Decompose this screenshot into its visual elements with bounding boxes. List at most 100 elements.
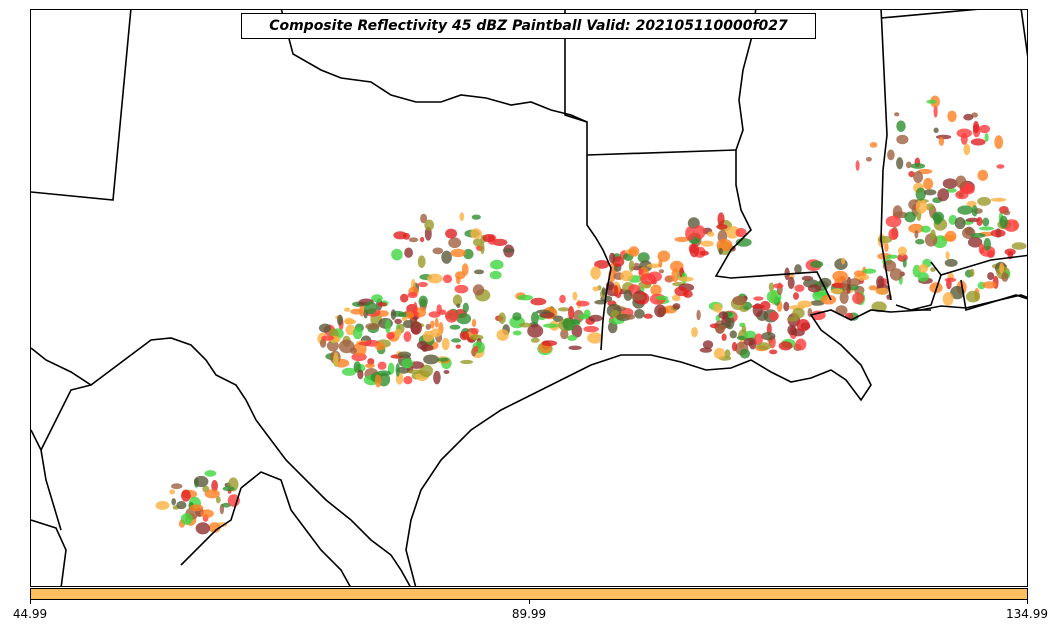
paintball-blob (456, 303, 461, 308)
paintball-blob (876, 275, 885, 290)
paintball-blob (344, 317, 355, 325)
paintball-blob (925, 203, 935, 211)
paintball-blob (739, 348, 751, 359)
paintball-blob (982, 217, 990, 227)
paintball-blob (463, 248, 474, 260)
paintball-blob (978, 243, 985, 255)
paintball-blob (404, 247, 413, 258)
paintball-blob (930, 229, 936, 241)
paintball-blob (338, 339, 355, 354)
paintball-blob (918, 264, 929, 273)
paintball-blob (536, 309, 551, 314)
paintball-blob (778, 341, 793, 351)
paintball-blob (810, 260, 824, 268)
paintball-blob (434, 317, 439, 328)
paintball-blob (408, 237, 419, 243)
paintball-blob (996, 164, 1005, 169)
paintball-blob (628, 246, 640, 257)
paintball-blob (794, 264, 802, 275)
paintball-blob (637, 252, 650, 263)
paintball-blob (977, 196, 991, 206)
paintball-blob (374, 373, 382, 388)
paintball-blob (469, 334, 484, 341)
paintball-blob (1001, 272, 1009, 282)
paintball-blob (887, 149, 895, 161)
paintball-blob (557, 307, 570, 312)
paintball-blob (832, 270, 848, 282)
paintball-blob (724, 349, 731, 359)
paintball-blob (625, 314, 636, 320)
paintball-blob (970, 138, 986, 146)
paintball-blob (854, 270, 864, 277)
state-border (586, 149, 737, 156)
paintball-blob (451, 338, 462, 343)
paintball-blob (917, 272, 929, 282)
colorbar-tick-label: 134.99 (1006, 607, 1048, 621)
paintball-blob (445, 309, 459, 323)
paintball-blob (761, 332, 776, 341)
paintball-blob (795, 338, 807, 351)
paintball-blob (473, 345, 479, 353)
paintball-blob (401, 358, 414, 369)
paintball-blob (956, 128, 972, 138)
paintball-blob (397, 351, 412, 359)
paintball-blob (377, 361, 387, 370)
paintball-blob (489, 270, 502, 280)
paintball-blob (609, 252, 616, 264)
paintball-blob (423, 354, 439, 365)
paintball-blob (169, 489, 176, 495)
paintball-blob (445, 228, 458, 239)
paintball-blob (211, 480, 219, 492)
paintball-blob (407, 292, 418, 299)
paintball-blob (337, 314, 343, 326)
paintball-blob (930, 267, 936, 272)
paintball-blob (756, 342, 772, 350)
paintball-blob (437, 357, 449, 362)
paintball-blob (512, 312, 522, 321)
paintball-blob (420, 213, 428, 224)
paintball-blob (984, 133, 989, 142)
paintball-blob (944, 230, 957, 242)
paintball-blob (896, 157, 904, 170)
paintball-blob (482, 234, 495, 243)
paintball-blob (721, 333, 727, 341)
paintball-layer (155, 95, 1027, 535)
paintball-blob (969, 268, 975, 277)
paintball-blob (884, 242, 889, 252)
paintball-blob (865, 157, 872, 162)
paintball-blob (413, 301, 418, 315)
paintball-blob (376, 370, 392, 377)
paintball-blob (797, 300, 813, 308)
state-border (280, 10, 588, 123)
paintball-blob (583, 325, 599, 333)
paintball-blob (915, 199, 928, 214)
state-border (880, 10, 978, 19)
paintball-blob (541, 340, 558, 347)
paintball-blob (180, 513, 193, 525)
paintball-blob (716, 224, 728, 230)
paintball-blob (572, 291, 578, 301)
paintball-blob (963, 143, 971, 156)
paintball-blob (408, 369, 423, 375)
paintball-blob (601, 287, 606, 296)
map-canvas (31, 10, 1027, 586)
paintball-blob (200, 509, 214, 518)
paintball-blob (830, 288, 844, 295)
paintball-blob (732, 295, 747, 306)
paintball-blob (319, 338, 327, 348)
paintball-blob (439, 309, 447, 316)
paintball-blob (715, 324, 725, 334)
paintball-blob (333, 352, 339, 366)
paintball-blob (658, 259, 663, 268)
country-border (40, 384, 92, 451)
paintball-blob (896, 120, 906, 132)
paintball-blob (562, 317, 576, 331)
paintball-blob (685, 226, 695, 241)
paintball-blob (954, 217, 966, 230)
paintball-blob (718, 247, 723, 255)
paintball-blob (472, 238, 483, 247)
paintball-blob (729, 330, 737, 339)
paintball-blob (848, 278, 861, 287)
paintball-blob (634, 262, 640, 267)
paintball-blob (718, 311, 728, 319)
